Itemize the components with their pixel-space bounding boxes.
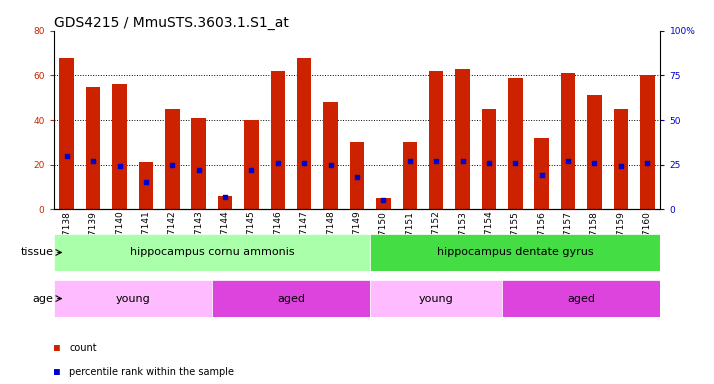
Bar <box>59 58 74 209</box>
Point <box>114 163 125 169</box>
Point <box>193 167 204 173</box>
Point <box>61 153 72 159</box>
Bar <box>456 69 470 209</box>
Bar <box>560 73 575 209</box>
Text: aged: aged <box>568 293 595 304</box>
Text: age: age <box>33 293 54 304</box>
Text: count: count <box>69 343 97 353</box>
Point <box>431 158 442 164</box>
Bar <box>54 280 212 317</box>
Bar <box>218 196 232 209</box>
Bar <box>376 198 391 209</box>
Point <box>140 179 151 185</box>
Point <box>166 162 178 168</box>
Text: tissue: tissue <box>21 247 54 258</box>
Point <box>378 197 389 204</box>
Point <box>642 160 653 166</box>
Bar <box>191 118 206 209</box>
Bar <box>640 75 655 209</box>
Bar <box>370 280 502 317</box>
Bar <box>350 142 364 209</box>
Point <box>457 158 468 164</box>
Point <box>615 163 627 169</box>
Point <box>483 160 495 166</box>
Text: percentile rank within the sample: percentile rank within the sample <box>69 367 234 377</box>
Bar <box>482 109 496 209</box>
Bar <box>271 71 285 209</box>
Text: hippocampus dentate gyrus: hippocampus dentate gyrus <box>437 247 593 258</box>
Point <box>219 194 231 200</box>
Bar <box>86 86 101 209</box>
Bar <box>613 109 628 209</box>
Point <box>589 160 600 166</box>
Text: ■: ■ <box>54 367 59 377</box>
Point <box>536 172 548 179</box>
Bar <box>502 280 660 317</box>
Point <box>351 174 363 180</box>
Bar <box>535 138 549 209</box>
Bar <box>323 102 338 209</box>
Bar <box>54 234 370 271</box>
Bar <box>165 109 179 209</box>
Point <box>272 160 283 166</box>
Point <box>404 158 416 164</box>
Bar <box>297 58 311 209</box>
Bar <box>508 78 523 209</box>
Bar <box>370 234 660 271</box>
Bar <box>212 280 370 317</box>
Text: GDS4215 / MmuSTS.3603.1.S1_at: GDS4215 / MmuSTS.3603.1.S1_at <box>54 16 288 30</box>
Text: young: young <box>116 293 150 304</box>
Bar <box>139 162 154 209</box>
Point <box>87 158 99 164</box>
Point <box>325 162 336 168</box>
Point <box>298 160 310 166</box>
Text: hippocampus cornu ammonis: hippocampus cornu ammonis <box>129 247 294 258</box>
Bar <box>244 120 258 209</box>
Bar <box>403 142 417 209</box>
Text: young: young <box>419 293 453 304</box>
Bar <box>587 96 602 209</box>
Text: ■: ■ <box>54 343 59 353</box>
Point <box>510 160 521 166</box>
Text: aged: aged <box>277 293 305 304</box>
Bar <box>112 84 127 209</box>
Bar <box>429 71 443 209</box>
Point <box>563 158 574 164</box>
Point <box>246 167 257 173</box>
